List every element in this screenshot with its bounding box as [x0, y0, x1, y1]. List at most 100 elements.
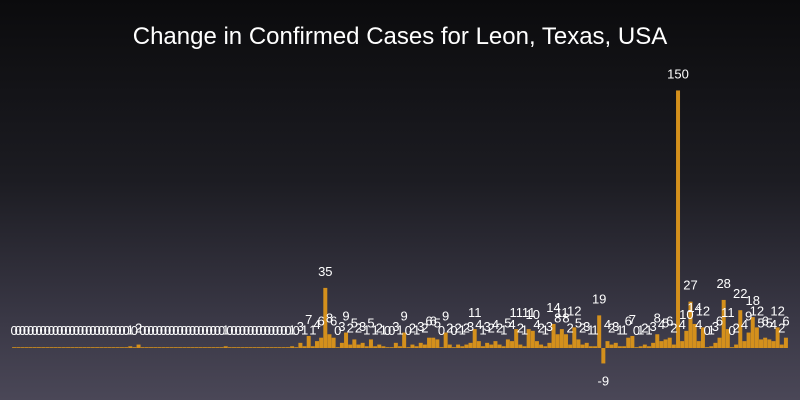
data-label: 0	[272, 323, 279, 338]
bar	[783, 337, 788, 348]
data-label: 11	[522, 305, 536, 320]
bar	[775, 327, 780, 348]
data-label: 2	[567, 321, 574, 336]
bar	[310, 346, 315, 348]
bar	[277, 347, 282, 348]
data-label: 0	[77, 323, 84, 338]
bar	[705, 347, 710, 348]
data-label: 9	[401, 309, 408, 324]
data-label: 3	[712, 319, 719, 334]
data-label: 0	[160, 323, 167, 338]
bar	[298, 342, 303, 348]
data-label: 8	[654, 310, 661, 325]
data-label: 0	[214, 323, 221, 338]
data-label: 2	[446, 321, 453, 336]
bar	[456, 344, 461, 348]
bar	[194, 347, 199, 348]
bar	[572, 327, 577, 348]
data-label: 6	[666, 314, 673, 329]
data-label: 2	[608, 321, 615, 336]
bar	[20, 347, 25, 348]
data-label: 11	[468, 305, 482, 320]
data-label: 2	[488, 321, 495, 336]
bar	[352, 339, 357, 349]
bar	[261, 347, 266, 348]
data-label: 6	[430, 314, 437, 329]
data-label: 5	[351, 315, 358, 330]
data-label: 1	[380, 322, 387, 337]
data-label: 2	[670, 321, 677, 336]
data-label: 0	[176, 323, 183, 338]
data-label: 5	[766, 315, 773, 330]
data-label: 0	[89, 323, 96, 338]
bar	[182, 347, 187, 348]
bar	[49, 347, 54, 348]
bar	[671, 344, 676, 348]
data-label: 0	[27, 323, 34, 338]
bar	[680, 341, 685, 348]
bar	[377, 344, 382, 348]
bar	[285, 347, 290, 348]
data-label: 12	[750, 303, 764, 318]
bar	[526, 329, 531, 348]
bar	[173, 347, 178, 348]
bar	[327, 334, 332, 348]
data-label: 4	[770, 317, 777, 332]
data-label: 2	[537, 321, 544, 336]
data-label: 0	[181, 323, 188, 338]
bar	[734, 344, 739, 348]
data-label: 0	[384, 323, 391, 338]
data-label: 0	[81, 323, 88, 338]
data-label: 1	[500, 322, 507, 337]
bar	[211, 347, 216, 348]
data-label: 0	[243, 323, 250, 338]
data-label: 0	[23, 323, 30, 338]
bar	[335, 347, 340, 348]
bar	[584, 342, 589, 348]
bar	[406, 347, 411, 348]
bar	[373, 346, 378, 348]
data-label: 3	[546, 319, 553, 334]
data-label: 6	[782, 314, 789, 329]
bar	[651, 342, 656, 348]
data-label: 3	[338, 319, 345, 334]
data-label: 1	[587, 322, 594, 337]
bar	[306, 335, 311, 348]
bar	[642, 344, 647, 348]
data-label: 3	[467, 319, 474, 334]
data-label: 0	[19, 323, 26, 338]
bar	[709, 346, 714, 348]
bar	[244, 347, 249, 348]
bar	[472, 329, 477, 348]
bar	[435, 339, 440, 349]
bar	[447, 344, 452, 348]
data-label: 12	[696, 303, 710, 318]
data-label: 0	[60, 323, 67, 338]
data-label: 4	[658, 317, 665, 332]
bar	[551, 323, 556, 348]
data-label: 0	[172, 323, 179, 338]
bar	[57, 347, 62, 348]
data-label: 6	[425, 314, 432, 329]
data-label: 1	[591, 322, 598, 337]
data-label: 0	[10, 323, 17, 338]
bar	[294, 347, 299, 348]
bar	[95, 347, 100, 348]
bar	[427, 337, 432, 348]
bar	[215, 347, 220, 348]
bar	[248, 347, 253, 348]
bar	[646, 346, 651, 348]
data-label: 0	[64, 323, 71, 338]
data-label: 0	[98, 323, 105, 338]
data-label: 19	[592, 291, 606, 306]
bar	[240, 347, 245, 348]
bar	[344, 332, 349, 348]
bar	[738, 310, 743, 348]
bar	[505, 339, 510, 349]
data-label: 1	[288, 322, 295, 337]
bar	[696, 341, 701, 348]
bar	[576, 339, 581, 349]
data-label: 4	[741, 317, 748, 332]
data-label: 0	[131, 323, 138, 338]
bar	[464, 344, 469, 348]
